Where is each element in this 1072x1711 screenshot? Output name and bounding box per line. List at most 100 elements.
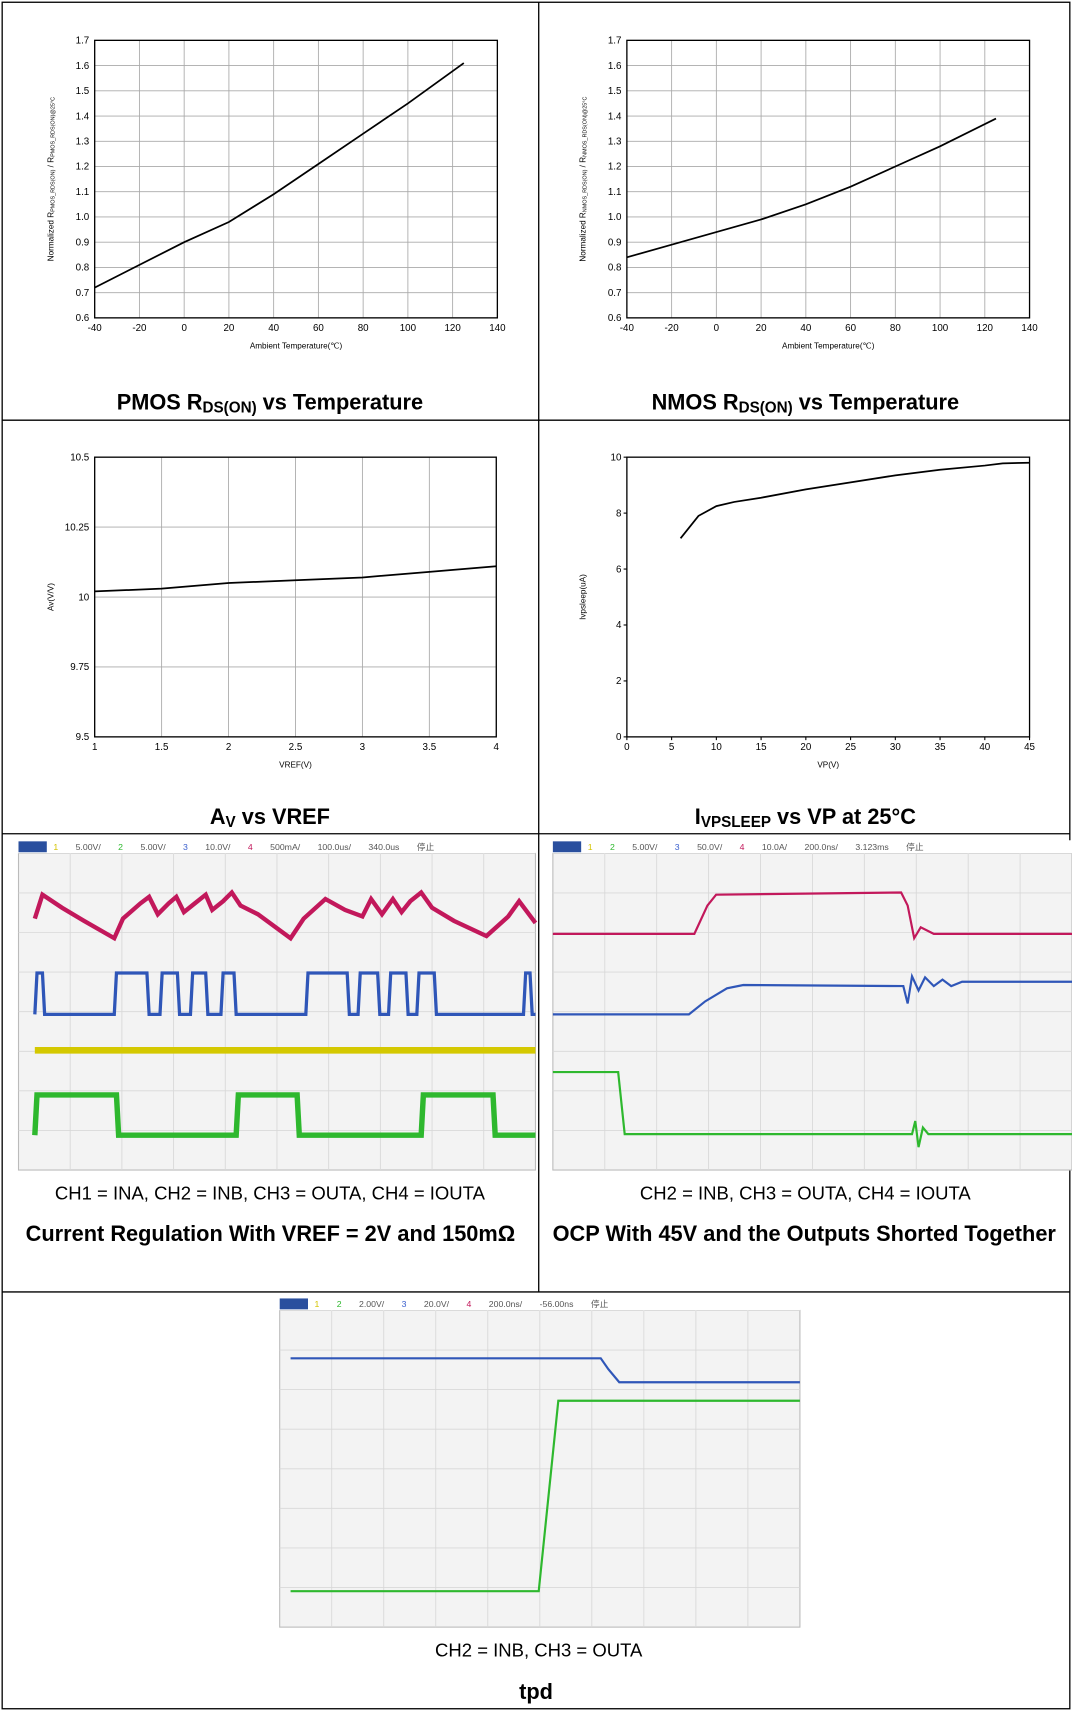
y-tick-label: 1.1 xyxy=(76,187,90,198)
scope-header-item: 1 xyxy=(315,1299,320,1309)
scope-header-item: 3.123ms xyxy=(855,842,888,852)
text-part: DS(ON) xyxy=(739,399,793,416)
scope-title-box: OCP With 45V and the Outputs Shorted Tog… xyxy=(539,1214,1070,1297)
y-tick-label: 8 xyxy=(616,508,622,519)
y-tick-label: 1.2 xyxy=(608,162,622,173)
x-tick-label: 120 xyxy=(444,323,461,334)
x-axis-label: Ambient Temperature(℃) xyxy=(782,341,875,350)
text-part: NMOS R xyxy=(652,389,739,414)
y-tick-label: 1.1 xyxy=(608,187,622,198)
text-part: DS(ON) xyxy=(203,399,257,416)
x-tick-label: 100 xyxy=(400,323,417,334)
y-tick-label: 1.3 xyxy=(76,137,90,148)
scope-header-item: -56.00ns xyxy=(540,1299,574,1309)
y-tick-label: 1.7 xyxy=(608,36,622,47)
scope-header-item: 停止 xyxy=(417,841,434,853)
y-tick-label: 1.0 xyxy=(76,212,90,223)
x-tick-label: 40 xyxy=(979,742,990,753)
x-tick-label: 40 xyxy=(268,323,279,334)
y-tick-label: 1.5 xyxy=(76,86,90,97)
text-part: Av(V/V) xyxy=(46,583,55,611)
scope-header-item: 5.00V/ xyxy=(76,842,101,852)
text-part: / R xyxy=(579,157,588,170)
y-tick-label: 4 xyxy=(616,620,622,631)
scope-header-item: 100.0us/ xyxy=(318,842,351,852)
y-axis-label: Normalized RPMOS_RDS(ON) / RPMOS_RDS(ON)… xyxy=(46,97,56,261)
scope-screen xyxy=(19,840,536,1170)
x-tick-label: 15 xyxy=(756,742,767,753)
y-tick-label: 0.8 xyxy=(76,263,90,274)
data-line xyxy=(95,63,464,288)
y-tick-label: 1.4 xyxy=(76,111,90,122)
x-tick-label: 0 xyxy=(714,323,720,334)
y-tick-label: 1.5 xyxy=(608,86,622,97)
text-part: vs VP at 25°C xyxy=(771,804,916,829)
x-tick-label: 1.5 xyxy=(155,742,169,753)
text-part: / R xyxy=(46,157,55,170)
x-tick-label: 10 xyxy=(711,742,722,753)
line-chart: 0.60.70.80.91.01.11.21.31.41.51.61.7-40-… xyxy=(46,36,506,417)
chart-title: AV vs VREF xyxy=(210,804,330,831)
x-tick-label: 3 xyxy=(360,742,366,753)
text-part: NMOS_RDS(ON) xyxy=(583,169,589,212)
scope-header-item: 200.0ns/ xyxy=(805,842,838,852)
x-tick-label: -20 xyxy=(665,323,680,334)
x-tick-label: 20 xyxy=(800,742,811,753)
header-badge xyxy=(280,1298,308,1309)
text-part: Ivpsleep(uA) xyxy=(579,574,588,620)
scope-header-item: 2.00V/ xyxy=(359,1299,384,1309)
header-badge xyxy=(19,841,47,852)
chart-title: PMOS RDS(ON) vs Temperature xyxy=(117,389,423,416)
y-tick-label: 10 xyxy=(611,452,622,463)
page: 15.00V/25.00V/310.0V/4500mA/100.0us/340.… xyxy=(0,0,1072,1711)
scope-header-item: 3 xyxy=(402,1299,407,1309)
scope-header-item: 20.0V/ xyxy=(424,1299,449,1309)
y-tick-label: 6 xyxy=(616,564,622,575)
x-tick-label: 2.5 xyxy=(289,742,303,753)
data-line xyxy=(681,463,1030,539)
y-tick-label: 1.6 xyxy=(76,61,90,72)
y-axis-label: Normalized RNMOS_RDS(ON) / RNMOS_RDS(ON)… xyxy=(579,97,589,262)
x-tick-label: 20 xyxy=(223,323,234,334)
x-tick-label: 35 xyxy=(935,742,946,753)
x-tick-label: 30 xyxy=(890,742,901,753)
scope-header-item: 3 xyxy=(675,842,680,852)
y-tick-label: 0 xyxy=(616,732,622,743)
x-tick-label: 120 xyxy=(977,323,994,334)
y-tick-label: 10.5 xyxy=(70,452,90,463)
scope-header-item: 4 xyxy=(467,1299,472,1309)
text-part: PMOS R xyxy=(117,389,203,414)
y-tick-label: 9.5 xyxy=(76,732,90,743)
y-tick-label: 0.9 xyxy=(608,237,622,248)
x-axis-label: VP(V) xyxy=(817,760,839,769)
y-tick-label: 1.6 xyxy=(608,61,622,72)
x-tick-label: 4 xyxy=(494,742,500,753)
scope-header-item: 4 xyxy=(248,842,253,852)
scope-screen xyxy=(553,840,1072,1170)
text-part: PMOS_RDS(ON) xyxy=(50,169,56,211)
y-tick-label: 10.25 xyxy=(65,522,90,533)
scope-header-item: 3 xyxy=(183,842,188,852)
x-tick-label: 40 xyxy=(800,323,811,334)
x-tick-label: 1 xyxy=(92,742,97,753)
x-axis-label: Ambient Temperature(℃) xyxy=(250,341,343,350)
plot-frame xyxy=(627,457,1030,737)
scope-header-item: 5.00V/ xyxy=(632,842,657,852)
x-tick-label: 45 xyxy=(1024,742,1035,753)
text-part: Normalized R xyxy=(46,212,55,262)
text-part: PMOS_RDS(ON)@25°C xyxy=(50,97,56,157)
scope-header-item: 2 xyxy=(118,842,123,852)
y-tick-label: 1.4 xyxy=(608,111,622,122)
x-tick-label: 140 xyxy=(489,323,506,334)
chart-title: IVPSLEEP vs VP at 25°C xyxy=(695,804,916,831)
y-tick-label: 1.7 xyxy=(76,36,90,47)
scope-title: tpd xyxy=(2,1672,1070,1711)
scope-header-row: 15.00V/25.00V/310.0V/4500mA/100.0us/340.… xyxy=(53,840,535,853)
